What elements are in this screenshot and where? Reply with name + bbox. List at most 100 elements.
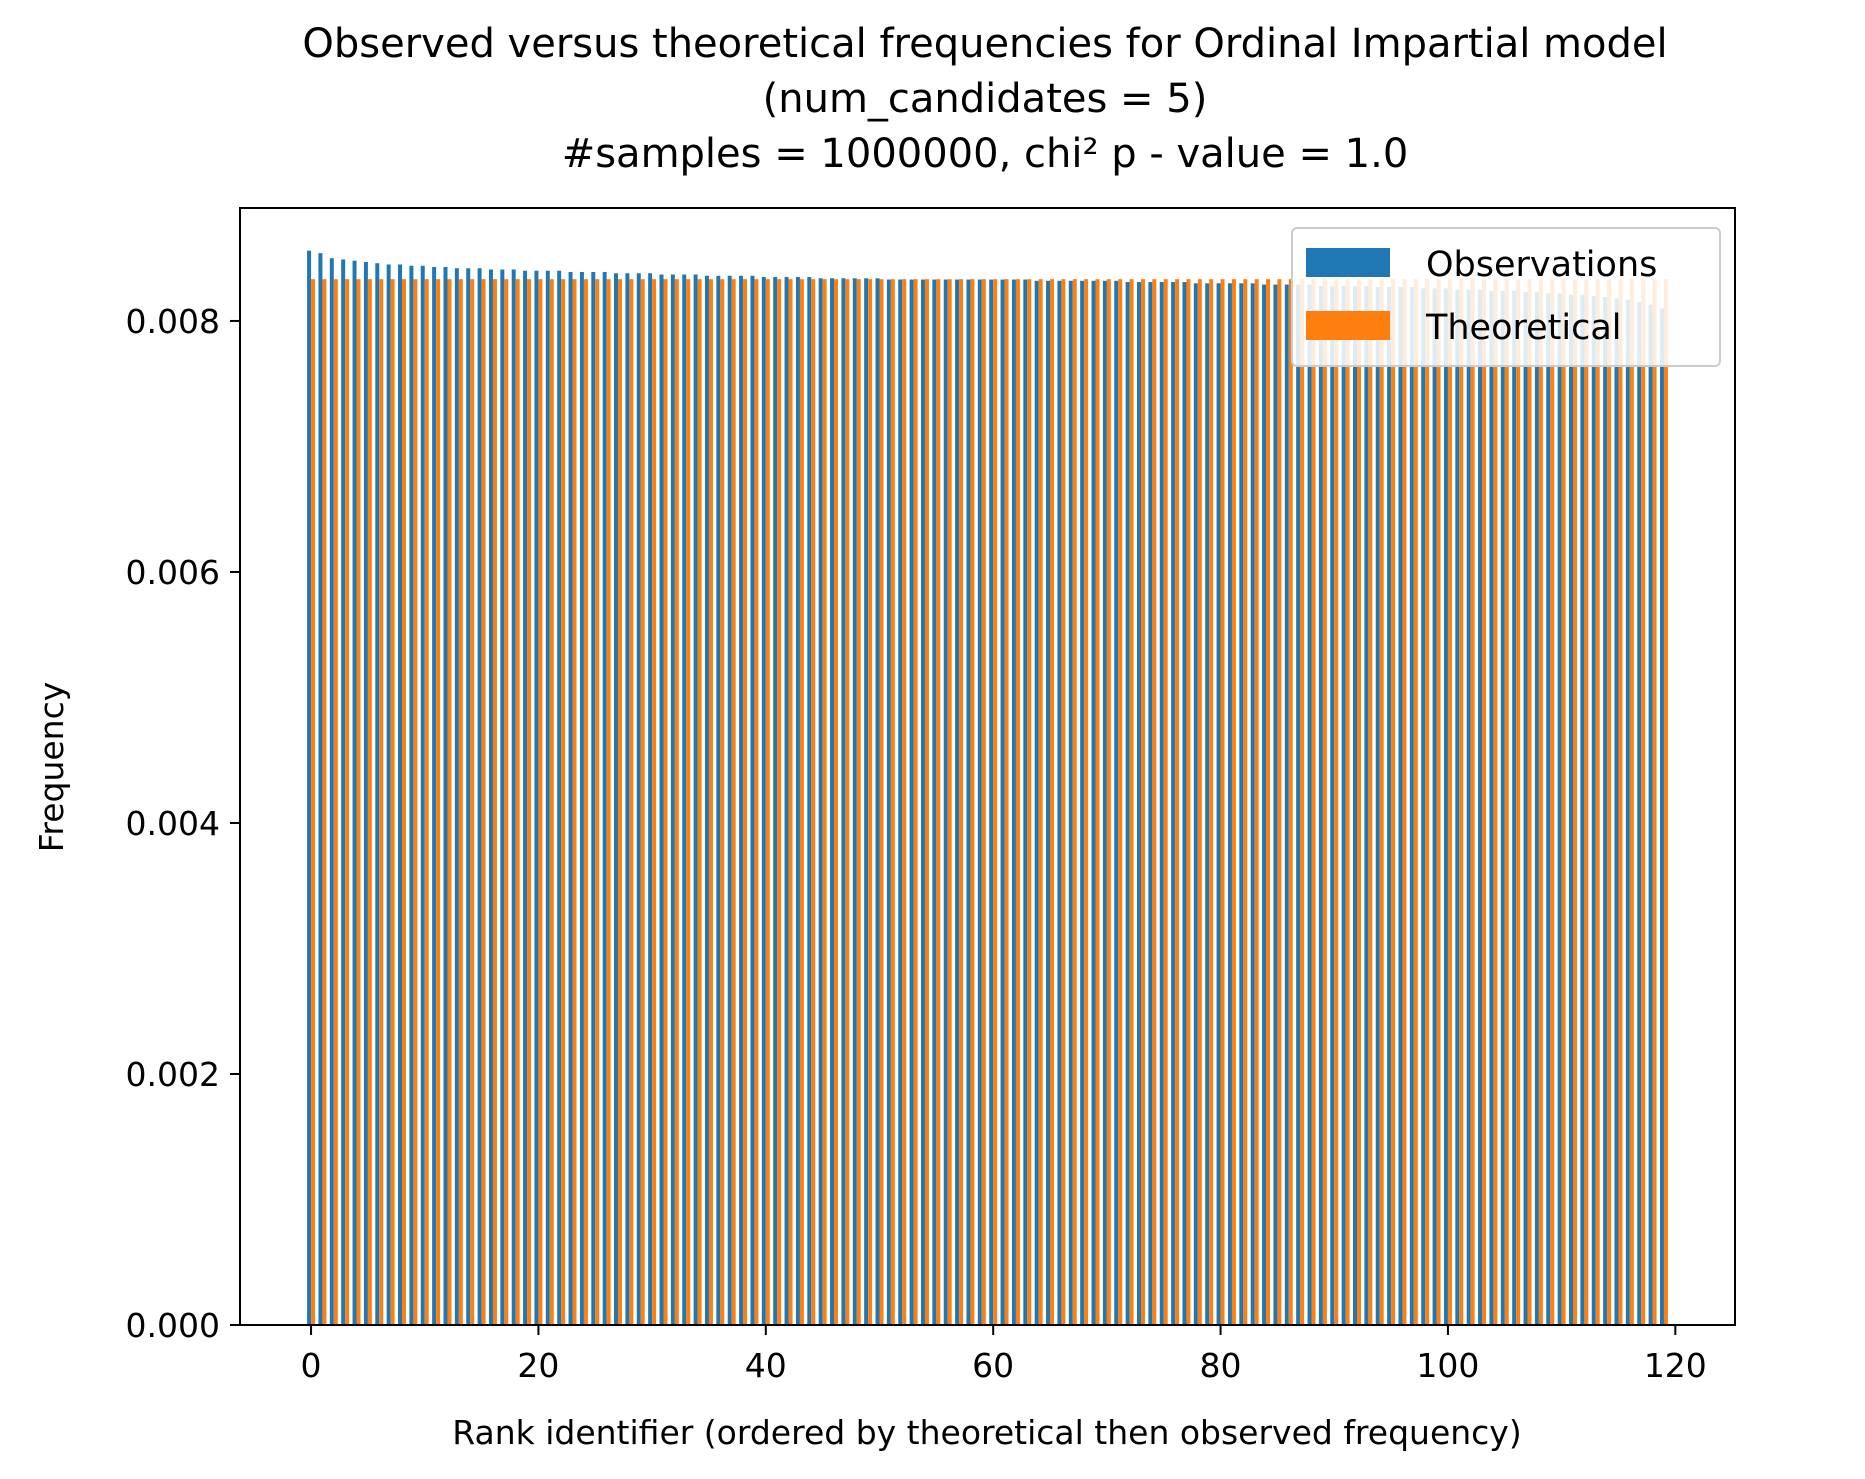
bar-theoretical-20 — [538, 279, 543, 1325]
bar-theoretical-102 — [1470, 279, 1475, 1325]
bar-theoretical-61 — [1004, 279, 1009, 1325]
bar-observations-58 — [966, 279, 971, 1325]
bar-theoretical-67 — [1072, 279, 1077, 1325]
bar-observations-94 — [1375, 287, 1380, 1325]
bar-theoretical-116 — [1629, 279, 1634, 1325]
bar-observations-87 — [1296, 284, 1301, 1325]
bar-observations-113 — [1591, 295, 1596, 1326]
bar-theoretical-11 — [436, 279, 441, 1325]
x-tick-label-20: 20 — [517, 1346, 559, 1385]
bar-theoretical-109 — [1550, 279, 1555, 1325]
bar-theoretical-35 — [708, 279, 713, 1325]
bar-theoretical-5 — [367, 279, 372, 1325]
bar-theoretical-99 — [1436, 279, 1441, 1325]
bar-observations-84 — [1262, 284, 1267, 1325]
bar-theoretical-56 — [947, 279, 952, 1325]
bar-observations-91 — [1341, 285, 1346, 1325]
bar-theoretical-87 — [1300, 279, 1305, 1325]
chart-title-line-1: Observed versus theoretical frequencies … — [302, 21, 1667, 67]
bar-observations-54 — [920, 279, 925, 1325]
bar-theoretical-113 — [1595, 279, 1600, 1325]
bar-observations-88 — [1307, 284, 1312, 1325]
bar-theoretical-27 — [618, 279, 622, 1325]
bar-theoretical-72 — [1129, 279, 1134, 1325]
bar-theoretical-69 — [1095, 279, 1100, 1325]
bar-observations-35 — [704, 275, 709, 1325]
bar-theoretical-0 — [311, 279, 316, 1325]
bar-theoretical-79 — [1209, 279, 1214, 1325]
bar-theoretical-83 — [1254, 279, 1259, 1325]
bar-theoretical-57 — [959, 279, 964, 1325]
bar-observations-14 — [466, 268, 471, 1325]
bar-observations-2 — [329, 258, 334, 1326]
bar-observations-119 — [1659, 308, 1664, 1325]
bar-theoretical-31 — [663, 279, 668, 1325]
bar-theoretical-7 — [390, 279, 395, 1325]
bar-theoretical-114 — [1607, 279, 1612, 1325]
bar-theoretical-66 — [1061, 279, 1066, 1325]
bar-theoretical-17 — [504, 279, 509, 1325]
bar-observations-51 — [886, 279, 891, 1325]
bar-theoretical-42 — [788, 279, 793, 1325]
bar-observations-62 — [1011, 279, 1016, 1325]
bar-observations-75 — [1159, 282, 1164, 1325]
bar-observations-117 — [1637, 302, 1642, 1325]
bar-observations-76 — [1171, 282, 1176, 1325]
chart-title-line-2: (num_candidates = 5) — [763, 76, 1208, 122]
bar-observations-12 — [443, 266, 448, 1325]
y-axis-label: Frequency — [32, 682, 71, 852]
theoretical-bars — [311, 279, 1668, 1325]
bar-theoretical-89 — [1322, 279, 1327, 1325]
bar-theoretical-119 — [1663, 279, 1668, 1325]
bar-theoretical-55 — [936, 279, 941, 1325]
bar-observations-3 — [341, 259, 346, 1326]
bar-theoretical-91 — [1345, 279, 1350, 1325]
bar-theoretical-26 — [606, 279, 611, 1325]
bar-observations-112 — [1580, 294, 1585, 1326]
legend-swatch-theoretical — [1306, 311, 1390, 340]
bar-observations-109 — [1546, 293, 1551, 1326]
bar-theoretical-94 — [1379, 279, 1384, 1325]
x-axis-label: Rank identifier (ordered by theoretical … — [452, 1413, 1521, 1452]
bar-observations-33 — [682, 274, 687, 1325]
bar-theoretical-84 — [1266, 279, 1271, 1325]
bar-observations-26 — [602, 272, 607, 1325]
bar-observations-64 — [1034, 280, 1039, 1325]
bar-observations-63 — [1023, 279, 1028, 1325]
bar-observations-57 — [955, 279, 960, 1325]
bar-theoretical-1 — [322, 279, 327, 1325]
bar-theoretical-62 — [1015, 279, 1020, 1325]
bar-theoretical-43 — [799, 279, 804, 1325]
bar-theoretical-90 — [1334, 279, 1339, 1325]
bar-theoretical-3 — [345, 279, 350, 1325]
bar-theoretical-2 — [333, 279, 338, 1325]
bar-observations-37 — [727, 275, 732, 1325]
bar-theoretical-23 — [572, 279, 577, 1325]
bar-theoretical-16 — [492, 279, 497, 1325]
bar-observations-22 — [557, 270, 562, 1325]
bar-theoretical-78 — [1197, 279, 1202, 1325]
bar-theoretical-44 — [811, 279, 816, 1325]
bar-theoretical-100 — [1447, 279, 1452, 1325]
bar-theoretical-112 — [1584, 279, 1589, 1325]
bar-observations-95 — [1387, 287, 1392, 1325]
observations-bars — [307, 250, 1664, 1326]
bar-observations-93 — [1364, 285, 1369, 1325]
bar-theoretical-68 — [1084, 279, 1089, 1325]
bar-observations-23 — [568, 272, 573, 1325]
bar-theoretical-33 — [686, 279, 691, 1325]
bar-observations-69 — [1091, 280, 1096, 1325]
bar-observations-71 — [1114, 280, 1119, 1325]
bar-theoretical-38 — [743, 279, 748, 1325]
bar-theoretical-48 — [856, 279, 861, 1325]
bar-observations-78 — [1193, 283, 1198, 1325]
bar-theoretical-28 — [629, 279, 634, 1325]
bar-observations-48 — [852, 278, 857, 1325]
x-tick-label-100: 100 — [1416, 1346, 1479, 1385]
bar-theoretical-117 — [1641, 279, 1646, 1325]
bar-observations-110 — [1557, 293, 1562, 1326]
bar-observations-49 — [864, 278, 869, 1325]
bar-observations-30 — [648, 273, 653, 1325]
bar-observations-31 — [659, 274, 664, 1325]
